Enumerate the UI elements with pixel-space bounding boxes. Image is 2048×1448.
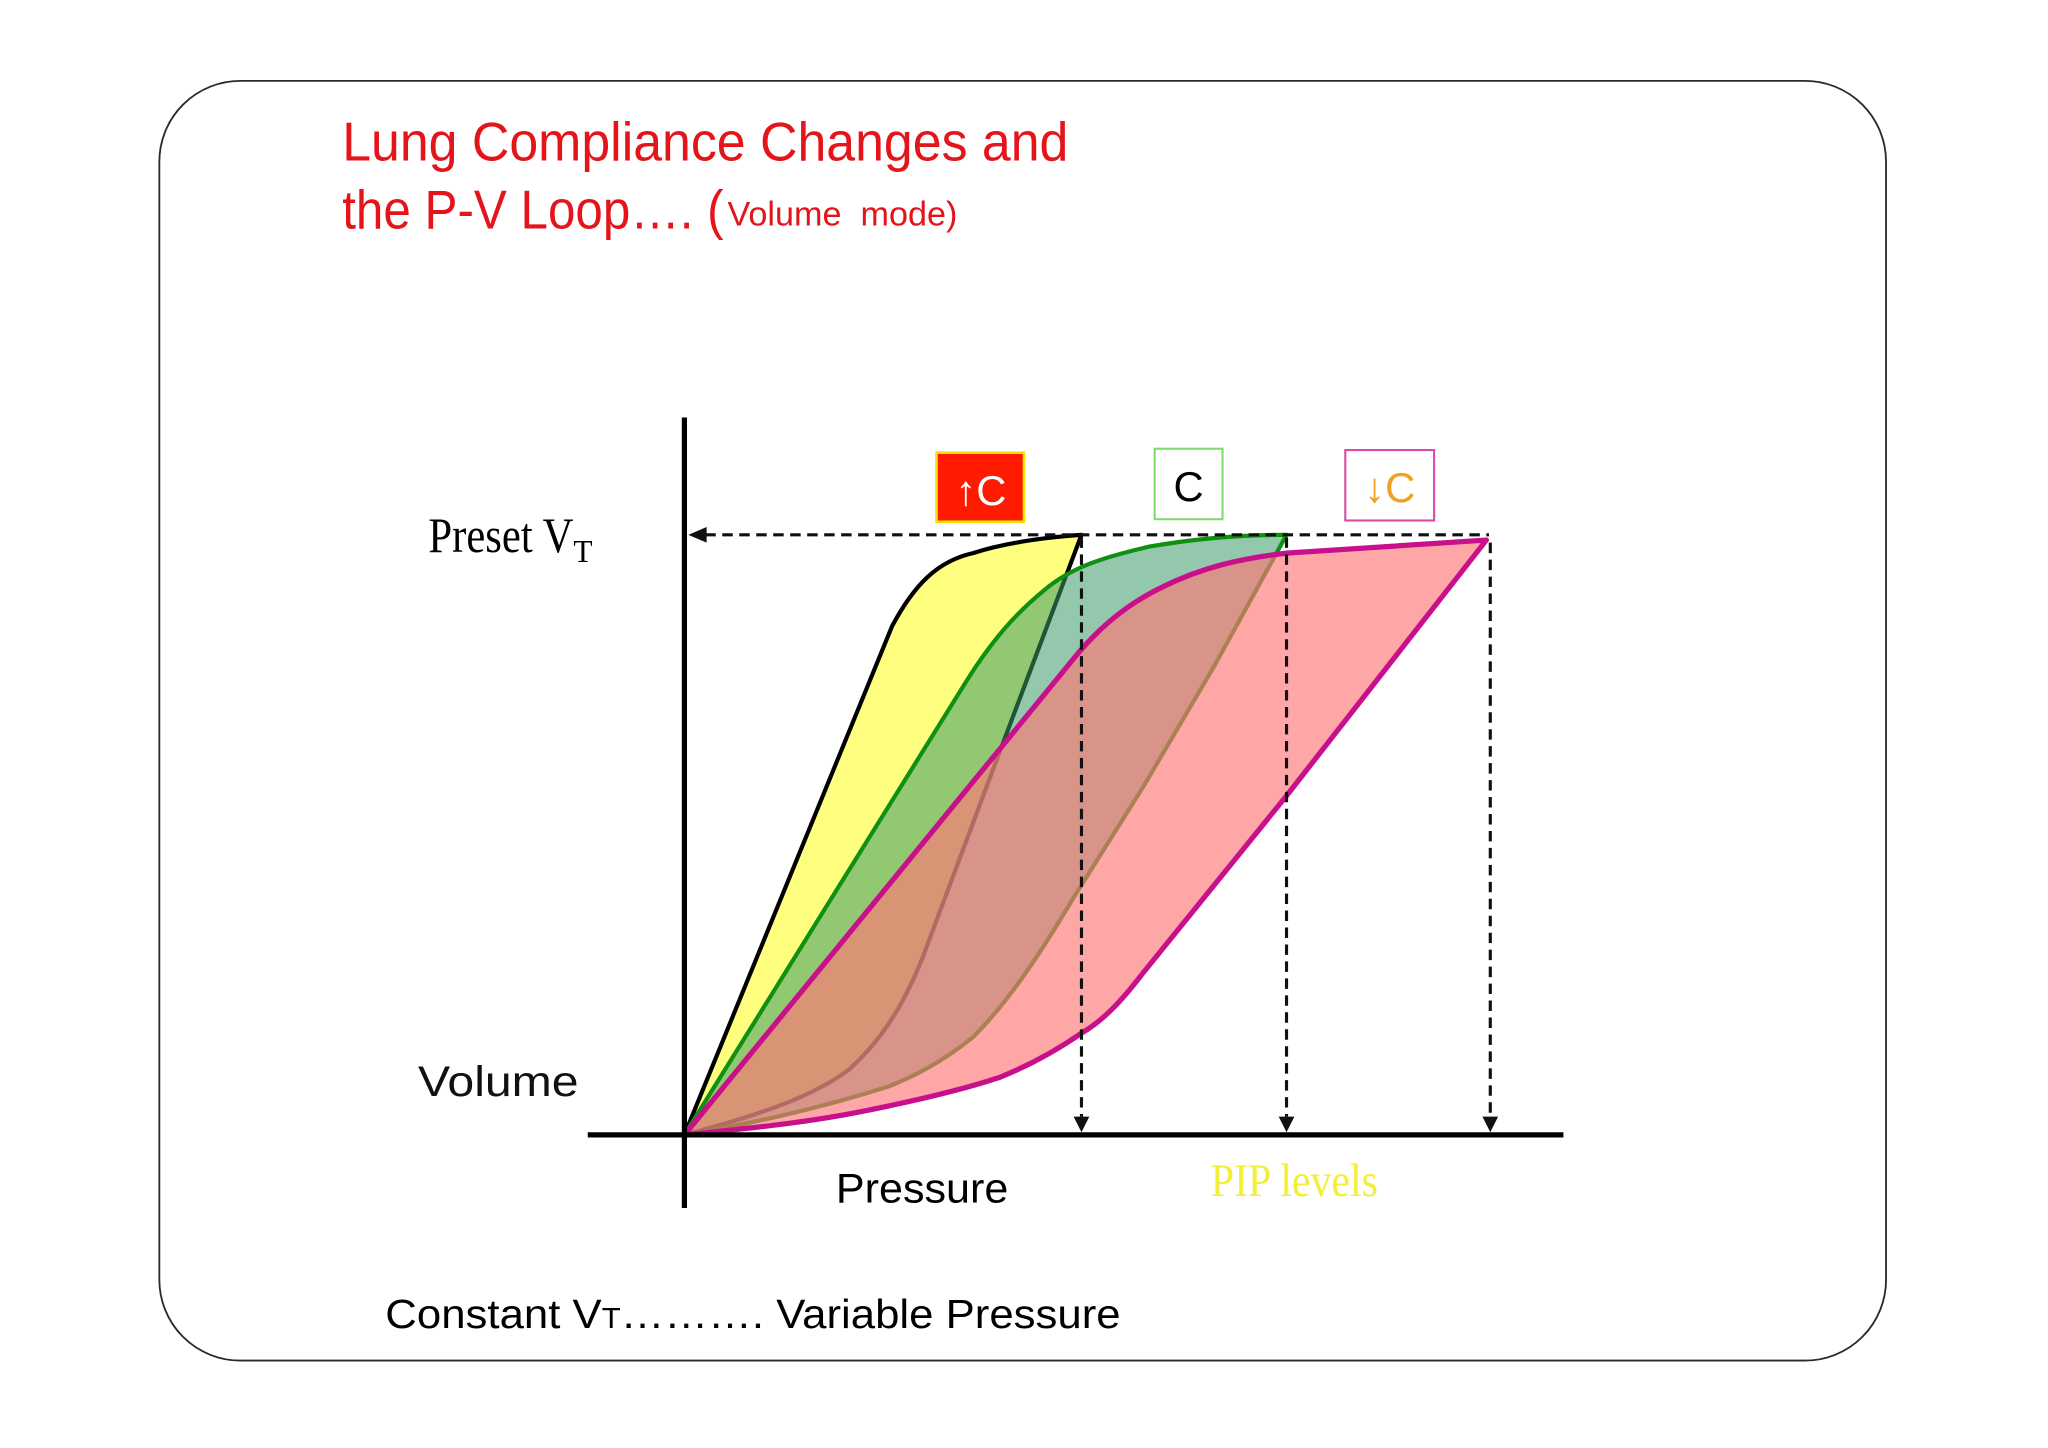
slide-title-mode: Volume mode) [728, 196, 958, 234]
x-axis-label: Pressure [836, 1165, 1008, 1212]
label-normal-compliance: C [1173, 463, 1203, 510]
preset-vt-subscript: T [573, 534, 592, 569]
pip-normal-compliance-arrowhead [1278, 1116, 1295, 1133]
footer-caption-part-1: Constant V [385, 1291, 601, 1337]
label-box-decreased-compliance: ↓C [1344, 449, 1436, 522]
y-axis-label: Volume [418, 1058, 579, 1106]
label-increased-compliance: ↑C [955, 467, 1006, 514]
pip-levels-label: PIP levels [1211, 1155, 1378, 1207]
guide-lines [688, 527, 1499, 1133]
footer-caption-subscript: T [602, 1303, 621, 1335]
footer-caption: Constant V T………. Variable Pressure [385, 1291, 1120, 1337]
slide-title-line-1: Lung Compliance Changes and [342, 110, 1068, 172]
pv-loops [681, 532, 1489, 1138]
label-box-increased-compliance: ↑C [935, 451, 1026, 524]
label-box-normal-compliance: C [1153, 447, 1224, 521]
label-decreased-compliance: ↓C [1364, 464, 1415, 511]
pip-high-compliance-arrowhead [1073, 1116, 1090, 1133]
label-box-frame [1344, 449, 1436, 522]
preset-vt-text: Preset V [428, 508, 573, 563]
preset-vt-arrowhead [688, 527, 707, 543]
label-box-frame [1153, 447, 1224, 521]
preset-vt-label: Preset VT [428, 508, 592, 569]
pip-low-compliance-arrowhead [1482, 1116, 1499, 1133]
slide-title-line-2: the P-V Loop…. ( [342, 178, 723, 240]
label-box-frame [935, 451, 1026, 524]
footer-caption-part-2: ………. Variable Pressure [621, 1291, 1121, 1337]
